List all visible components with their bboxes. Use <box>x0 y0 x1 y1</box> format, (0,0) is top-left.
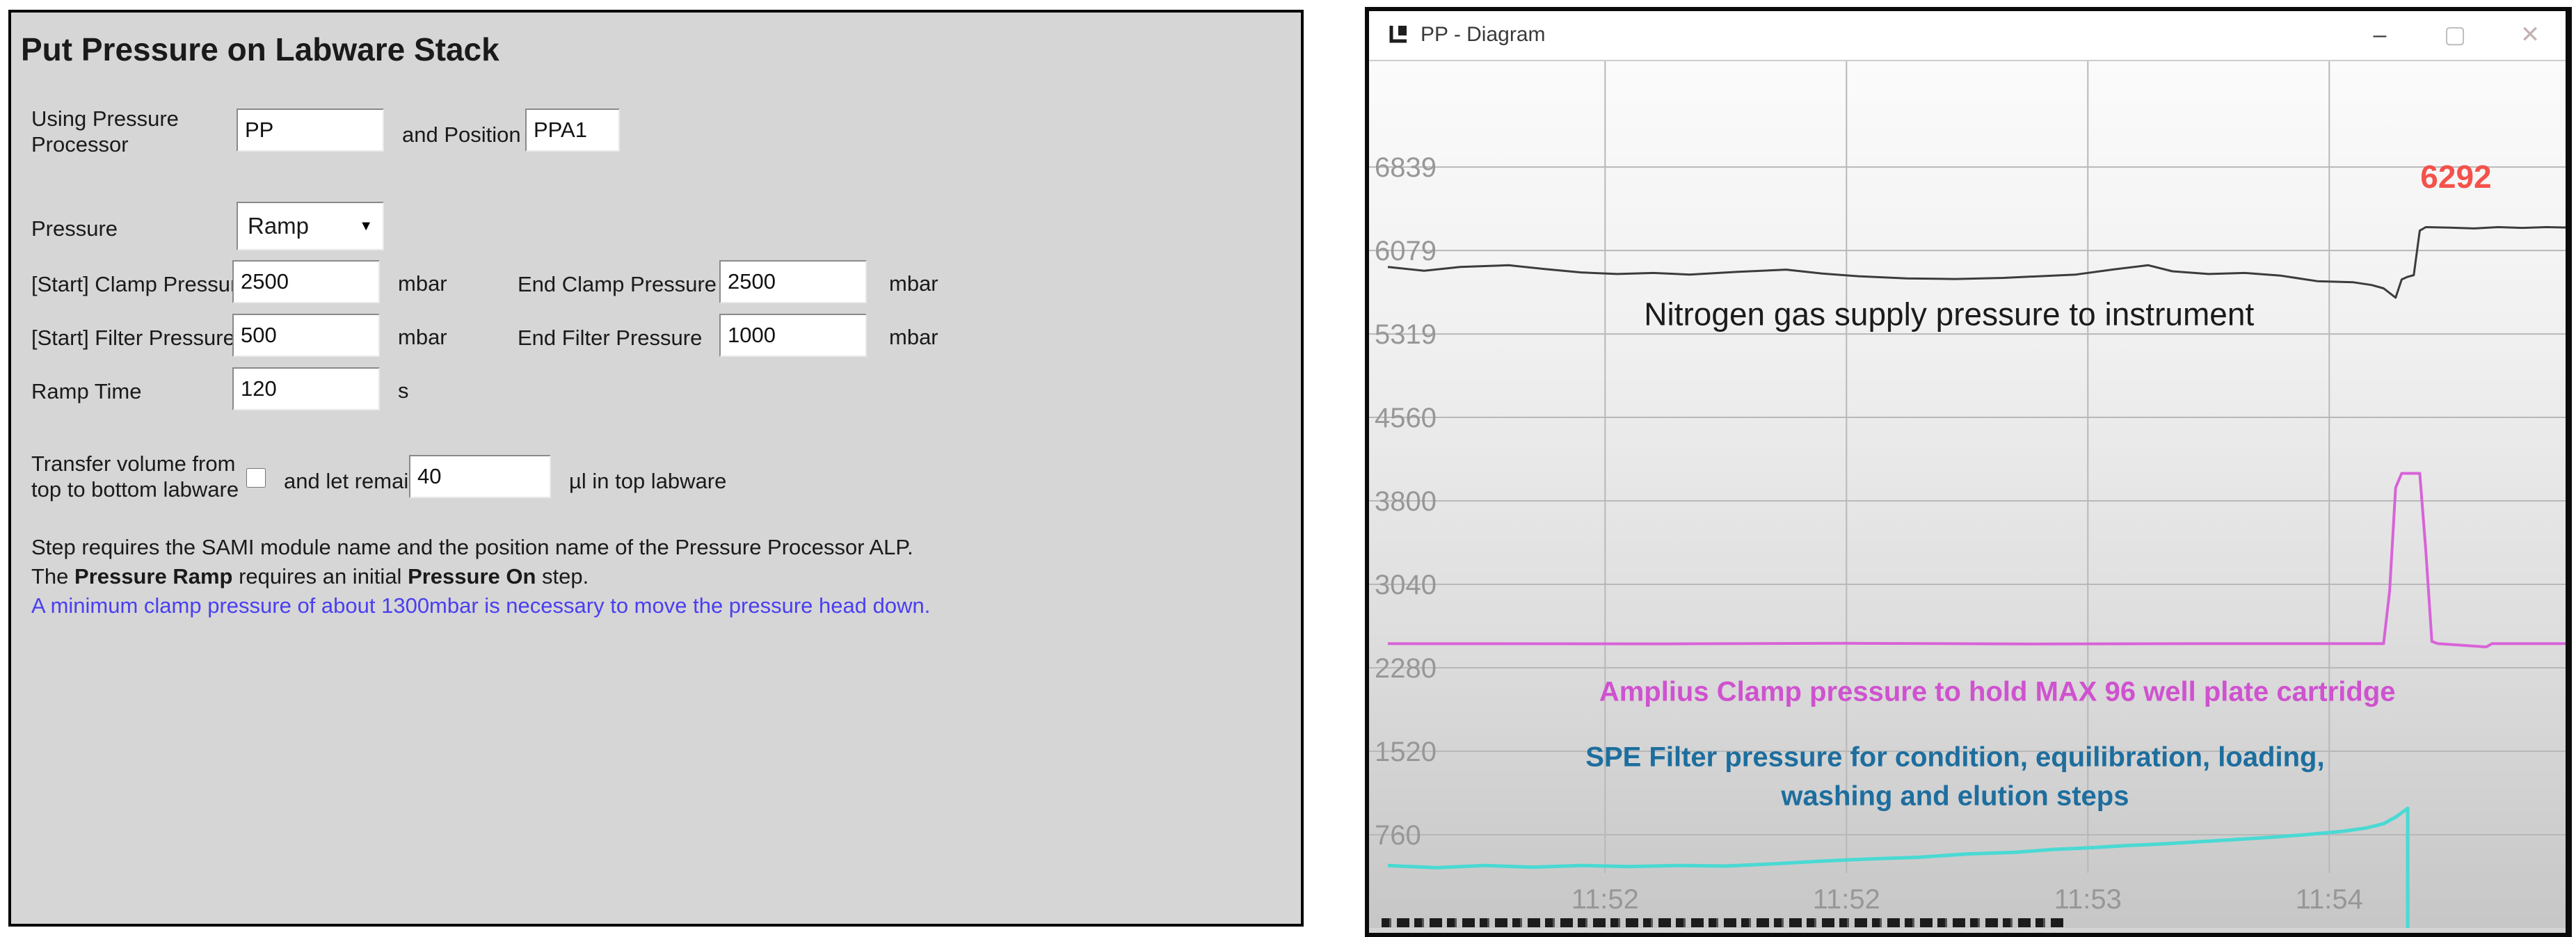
step-config-panel: Put Pressure on Labware Stack Using Pres… <box>8 10 1304 927</box>
close-button[interactable]: ✕ <box>2520 22 2541 48</box>
chart-annotation-1: Nitrogen gas supply pressure to instrume… <box>1644 296 2254 332</box>
y-tick-label-3040: 3040 <box>1375 570 1437 600</box>
pressure-chart-area: 6839 6079 5319 4560 3800 3040 2280 1520 760 11:52… <box>1369 61 2566 933</box>
x-tick-label-0: 11:52 <box>1571 884 1639 915</box>
page-title: Put Pressure on Labware Stack <box>21 31 499 67</box>
end-clamp-label: End Clamp Pressure <box>518 272 717 296</box>
step-notes: Step requires the SAMI module name and t… <box>31 533 930 620</box>
end-filter-unit: mbar <box>889 325 938 349</box>
trace-2 <box>1387 806 2410 933</box>
pressure-chart: 6839 6079 5319 4560 3800 3040 2280 1520 760 11:52… <box>1369 61 2566 933</box>
y-tick-label-6079: 6079 <box>1375 236 1437 266</box>
chart-annotation-0: 6292 <box>2420 159 2491 195</box>
processor-label: Using Pressure Processor <box>31 106 179 157</box>
pressure-mode-label: Pressure <box>31 216 118 241</box>
end-clamp-input[interactable] <box>719 260 867 303</box>
note-line-2: The Pressure Ramp requires an initial Pr… <box>31 564 589 588</box>
position-label: and Position <box>402 122 521 147</box>
y-tick-label-3800: 3800 <box>1375 486 1437 517</box>
remain-volume-suffix: µl in top labware <box>569 469 727 493</box>
clipped-legend-strip <box>1382 918 2063 927</box>
x-tick-label-3: 11:54 <box>2296 884 2363 915</box>
pressure-mode-value: Ramp <box>248 213 310 239</box>
let-remain-label: and let remain <box>284 469 421 493</box>
maximize-button[interactable]: ▢ <box>2443 22 2467 48</box>
chart-annotation-4: washing and elution steps <box>1780 780 2129 811</box>
window-bottom-strip <box>1369 928 2566 933</box>
window-titlebar[interactable]: PP - Diagram – ▢ ✕ <box>1369 11 2566 61</box>
start-clamp-unit: mbar <box>398 271 447 296</box>
end-clamp-unit: mbar <box>889 271 938 296</box>
remain-volume-input[interactable] <box>409 455 551 498</box>
y-tick-label-760: 760 <box>1375 820 1421 851</box>
trace-0 <box>1387 226 2566 299</box>
x-tick-label-1: 11:52 <box>1813 884 1880 915</box>
start-clamp-input[interactable] <box>232 260 380 303</box>
transfer-label: Transfer volume from top to bottom labwa… <box>31 451 239 502</box>
window-title: PP - Diagram <box>1421 23 1546 46</box>
minimize-button[interactable]: – <box>2373 21 2387 48</box>
note-line-3: A minimum clamp pressure of about 1300mb… <box>31 593 931 618</box>
y-tick-label-2280: 2280 <box>1375 653 1437 684</box>
note-line-1: Step requires the SAMI module name and t… <box>31 535 913 559</box>
x-tick-label-2: 11:53 <box>2054 884 2122 915</box>
y-tick-label-6839: 6839 <box>1375 152 1437 183</box>
ramp-time-unit: s <box>398 378 409 403</box>
y-tick-label-4560: 4560 <box>1375 403 1437 433</box>
processor-input[interactable] <box>237 109 384 152</box>
end-filter-label: End Filter Pressure <box>518 326 703 350</box>
pressure-mode-select[interactable]: Ramp ▼ <box>237 202 384 250</box>
chevron-down-icon: ▼ <box>359 218 373 234</box>
ramp-time-label: Ramp Time <box>31 379 142 403</box>
start-filter-label: [Start] Filter Pressure <box>31 326 235 350</box>
start-filter-unit: mbar <box>398 325 447 349</box>
end-filter-input[interactable] <box>719 314 867 357</box>
trace-1 <box>1387 472 2566 648</box>
position-input[interactable] <box>525 109 620 152</box>
ramp-time-input[interactable] <box>232 367 380 410</box>
y-tick-label-5319: 5319 <box>1375 319 1437 350</box>
app-icon <box>1387 23 1411 50</box>
transfer-checkbox[interactable] <box>246 468 266 488</box>
pp-diagram-window: PP - Diagram – ▢ ✕ 6839 6079 5319 4560 3800 3… <box>1365 7 2572 937</box>
y-tick-label-1520: 1520 <box>1375 737 1437 767</box>
start-clamp-label: [Start] Clamp Pressure <box>31 272 250 296</box>
chart-annotation-2: Amplius Clamp pressure to hold MAX 96 we… <box>1599 676 2396 707</box>
chart-annotation-3: SPE Filter pressure for condition, equil… <box>1585 742 2324 772</box>
start-filter-input[interactable] <box>232 314 380 357</box>
